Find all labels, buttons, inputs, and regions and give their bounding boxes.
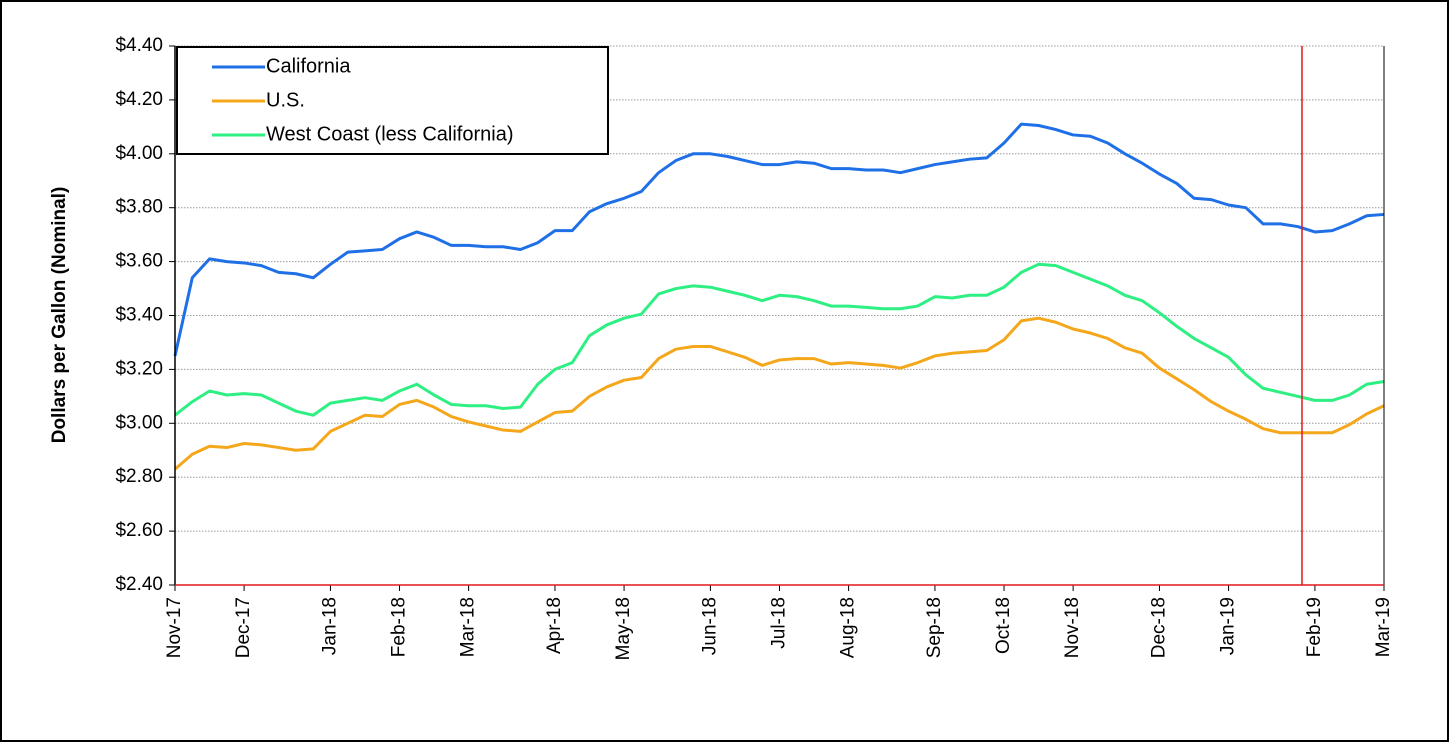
x-tick-label: May-18 bbox=[613, 597, 634, 660]
x-tick-label: Nov-18 bbox=[1062, 597, 1083, 658]
y-tick-label: $2.40 bbox=[115, 574, 163, 595]
x-tick-label: Jul-18 bbox=[769, 597, 790, 649]
x-tick-label: Apr-18 bbox=[544, 597, 565, 654]
legend: California U.S. West Coast (less Californi… bbox=[176, 46, 609, 155]
legend-label: U.S. bbox=[266, 89, 305, 111]
y-tick-label: $3.80 bbox=[115, 197, 163, 218]
x-tick-label: Feb-18 bbox=[389, 597, 410, 657]
legend-label: California bbox=[266, 55, 351, 77]
x-tick-label: Oct-18 bbox=[993, 597, 1014, 654]
series-line bbox=[174, 316, 1385, 471]
x-tick-label: Mar-19 bbox=[1373, 597, 1394, 657]
x-tick-label: Sep-18 bbox=[924, 597, 945, 658]
x-tick-label: Dec-17 bbox=[233, 597, 254, 658]
x-tick-label: Jan-19 bbox=[1218, 597, 1239, 655]
x-tick-label: Jun-18 bbox=[699, 597, 720, 655]
series-line bbox=[174, 262, 1385, 417]
y-tick-label: $3.20 bbox=[115, 358, 163, 379]
axes: $2.40 $2.60 $2.80 $3.00 $3.20 $3.40 $3.60 $3.80… bbox=[115, 35, 1394, 660]
series-lines bbox=[173, 122, 1385, 471]
y-tick-label: $4.40 bbox=[115, 35, 163, 56]
x-tick-label: Dec-18 bbox=[1148, 597, 1169, 658]
x-tick-label: Nov-17 bbox=[164, 597, 185, 658]
legend-label: West Coast (less California) bbox=[266, 123, 513, 145]
y-tick-label: $4.20 bbox=[115, 89, 163, 110]
y-tick-label: $4.00 bbox=[115, 143, 163, 164]
x-tick-label: Feb-19 bbox=[1304, 597, 1325, 657]
y-tick-label: $2.80 bbox=[115, 466, 163, 487]
series-line bbox=[173, 122, 1385, 357]
y-tick-label: $3.40 bbox=[115, 305, 163, 326]
y-tick-label: $3.00 bbox=[115, 412, 163, 433]
x-tick-label: Jan-18 bbox=[319, 597, 340, 655]
y-axis-label: Dollars per Gallon (Nominal) bbox=[49, 187, 70, 444]
x-tick-label: Aug-18 bbox=[838, 597, 859, 658]
x-tick-label: Mar-18 bbox=[458, 597, 479, 657]
y-tick-label: $3.60 bbox=[115, 251, 163, 272]
y-tick-label: $2.60 bbox=[115, 520, 163, 541]
